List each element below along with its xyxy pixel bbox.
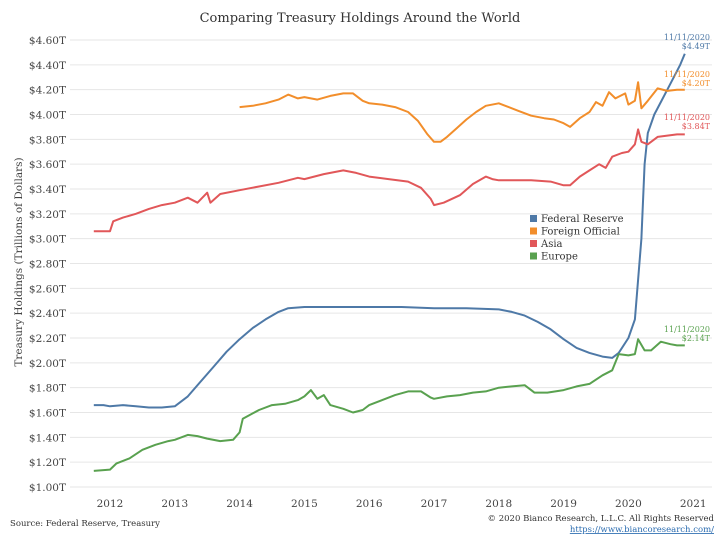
legend-label: Asia xyxy=(540,239,563,250)
y-axis-label: Treasury Holdings (Trillions of Dollars) xyxy=(13,157,25,366)
series-line-asia xyxy=(93,128,685,233)
y-tick-label: $1.80T xyxy=(29,383,66,395)
annotation-date: 11/11/2020 xyxy=(664,113,710,122)
x-axis: 2012 2013 2014 2015 2016 2017 2018 2019 2020 2021 xyxy=(97,498,707,510)
x-tick-label: 2021 xyxy=(680,498,707,510)
grid xyxy=(70,39,712,488)
website-link[interactable]: https://www.biancoresearch.com/ xyxy=(570,525,714,535)
x-tick-label: 2018 xyxy=(485,498,512,510)
annotation-value: $3.84T xyxy=(682,122,711,131)
legend-label: Europe xyxy=(541,252,578,263)
chart-title: Comparing Treasury Holdings Around the W… xyxy=(200,11,521,26)
annotation-value: $4.20T xyxy=(682,79,711,88)
x-tick-label: 2012 xyxy=(97,498,124,510)
annotation-date: 11/11/2020 xyxy=(664,33,710,42)
y-tick-label: $3.20T xyxy=(29,209,66,221)
y-tick-label: $4.20T xyxy=(29,85,66,97)
series-line-federal-reserve xyxy=(93,53,686,409)
y-axis: $1.00T $1.20T $1.40T $1.60T $1.80T $2.00T $2.2… xyxy=(29,35,66,494)
source-note: Source: Federal Reserve, Treasury xyxy=(10,519,160,529)
y-tick-label: $2.80T xyxy=(29,259,66,271)
series-line-foreign-official xyxy=(239,81,685,143)
legend-label: Foreign Official xyxy=(541,227,620,238)
annotation-value: $2.14T xyxy=(682,334,711,343)
y-tick-label: $1.00T xyxy=(29,482,66,494)
legend-swatch xyxy=(530,240,537,247)
x-tick-label: 2013 xyxy=(161,498,188,510)
y-tick-label: $3.60T xyxy=(29,159,66,171)
legend-swatch xyxy=(530,252,537,260)
x-tick-label: 2014 xyxy=(226,498,253,510)
y-tick-label: $1.20T xyxy=(29,457,66,469)
x-tick-label: 2017 xyxy=(421,498,448,510)
y-tick-label: $3.80T xyxy=(29,134,66,146)
y-tick-label: $3.00T xyxy=(29,234,66,246)
x-tick-label: 2015 xyxy=(291,498,318,510)
y-tick-label: $2.40T xyxy=(29,308,66,320)
copyright-note: © 2020 Bianco Research, L.L.C. All Right… xyxy=(488,514,715,524)
y-tick-label: $1.40T xyxy=(29,432,66,444)
annotation-date: 11/11/2020 xyxy=(664,325,710,334)
legend-swatch xyxy=(530,227,537,235)
y-tick-label: $1.60T xyxy=(29,408,66,420)
legend-swatch xyxy=(530,215,537,222)
y-tick-label: $4.00T xyxy=(29,110,66,122)
x-tick-label: 2020 xyxy=(615,498,642,510)
annotation-value: $4.49T xyxy=(682,42,711,51)
x-tick-label: 2016 xyxy=(356,498,383,510)
annotation-date: 11/11/2020 xyxy=(664,70,710,79)
y-tick-label: $4.60T xyxy=(29,35,66,47)
series-line-europe xyxy=(93,338,685,472)
y-tick-label: $2.20T xyxy=(29,333,66,345)
x-tick-label: 2019 xyxy=(550,498,577,510)
legend-label: Federal Reserve xyxy=(541,214,624,225)
y-tick-label: $2.00T xyxy=(29,358,66,370)
end-annotations: 11/11/2020$4.49T11/11/2020$4.20T11/11/20… xyxy=(664,33,711,343)
series-lines xyxy=(93,53,686,472)
y-tick-label: $2.60T xyxy=(29,283,66,295)
y-tick-label: $3.40T xyxy=(29,184,66,196)
y-tick-label: $4.40T xyxy=(29,60,66,72)
